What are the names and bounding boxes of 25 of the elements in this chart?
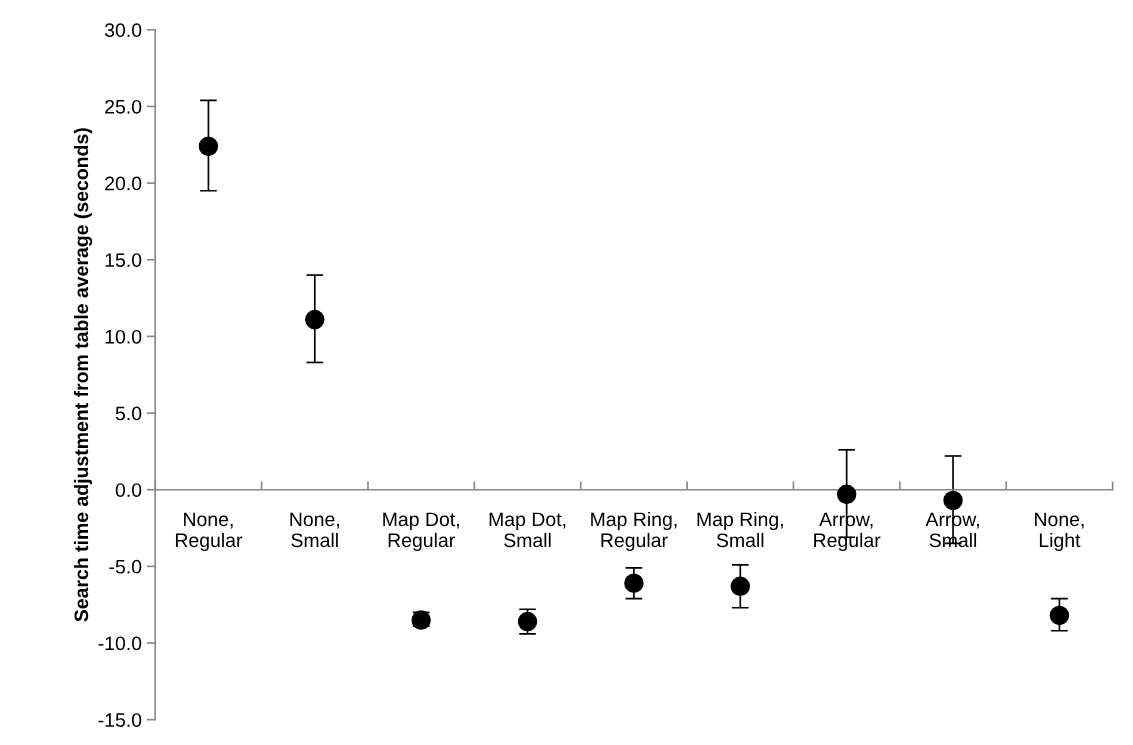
point [1049,605,1070,626]
x-tick-label: Map Ring, Regular [591,511,677,552]
x-tick-label: Map Dot, Regular [383,512,459,552]
y-tick-label: 20.0 [105,176,142,191]
point [836,484,857,505]
y-tick-label: -15.0 [98,713,142,727]
point [198,136,219,157]
y-tick-label: -5.0 [109,559,142,574]
point [943,490,963,511]
y-axis-title: Search time adjustment from table average (seconds) [73,128,93,622]
y-tick-label: 25.0 [105,99,142,114]
y-tick-label: 15.0 [105,253,142,267]
x-tick-label: None, Regular [175,512,243,552]
y-tick-label: -10.0 [98,636,142,651]
y-tick-label: 0.0 [115,483,142,497]
x-tick-label: Map Dot, Small [489,512,566,548]
point [730,576,751,597]
y-tick-label: 10.0 [105,329,142,344]
x-tick-label: None, Small [290,512,339,548]
y-tick-label: 30.0 [104,23,142,38]
x-tick-label: Map Ring, Small [697,511,783,548]
y-tick-label: 5.0 [115,406,142,421]
point [305,309,325,330]
point [624,573,644,593]
x-tick-label: None, Light [1035,512,1084,552]
